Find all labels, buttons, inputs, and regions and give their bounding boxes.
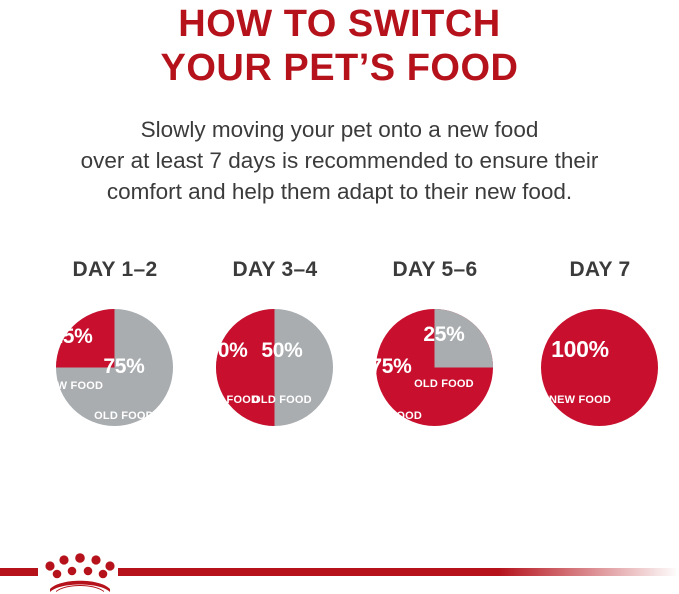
footer xyxy=(0,548,679,594)
page-title: HOW TO SWITCH YOUR PET’S FOOD xyxy=(0,2,679,90)
slice-new-food-day-3-4 xyxy=(215,308,275,427)
royal-canin-crown-logo-icon xyxy=(44,548,116,592)
pie-chart-day-7 xyxy=(540,308,659,427)
intro-line-1: Slowly moving your pet onto a new food xyxy=(140,117,539,142)
pie-chart-day-1-2 xyxy=(55,308,174,427)
pie-cell-day-3-4: DAY 3–4 50% NEW FOOD 50% OLD FOOD xyxy=(195,258,355,438)
page-title-line-2: YOUR PET’S FOOD xyxy=(160,47,519,89)
footer-rule-right xyxy=(118,568,679,576)
slice-new-food-day-1-2 xyxy=(55,308,115,368)
pie-chart-day-5-6 xyxy=(375,308,494,427)
pie-chart-row: DAY 1–2 25% NEW FOOD 75% OLD FOOD DAY 3–… xyxy=(0,258,679,438)
pie-chart-day-3-4 xyxy=(215,308,334,427)
footer-rule-left xyxy=(0,568,38,576)
page-title-line-1: HOW TO SWITCH xyxy=(178,3,501,45)
intro-paragraph: Slowly moving your pet onto a new food o… xyxy=(0,114,679,207)
slice-new-food-day-7 xyxy=(540,308,659,427)
pie-cell-day-1-2: DAY 1–2 25% NEW FOOD 75% OLD FOOD xyxy=(35,258,195,438)
day-label-5-6: DAY 5–6 xyxy=(392,258,478,281)
pie-cell-day-7: DAY 7 100% NEW FOOD xyxy=(520,258,679,438)
day-label-1-2: DAY 1–2 xyxy=(72,258,158,281)
intro-line-2: over at least 7 days is recommended to e… xyxy=(80,148,599,173)
slice-old-food-day-5-6 xyxy=(434,308,494,368)
intro-line-3: comfort and help them adapt to their new… xyxy=(106,179,573,204)
day-label-7: DAY 7 xyxy=(569,258,631,281)
pie-cell-day-5-6: DAY 5–6 25% OLD FOOD 75% NEW FOOD xyxy=(355,258,515,438)
day-label-3-4: DAY 3–4 xyxy=(232,258,318,281)
